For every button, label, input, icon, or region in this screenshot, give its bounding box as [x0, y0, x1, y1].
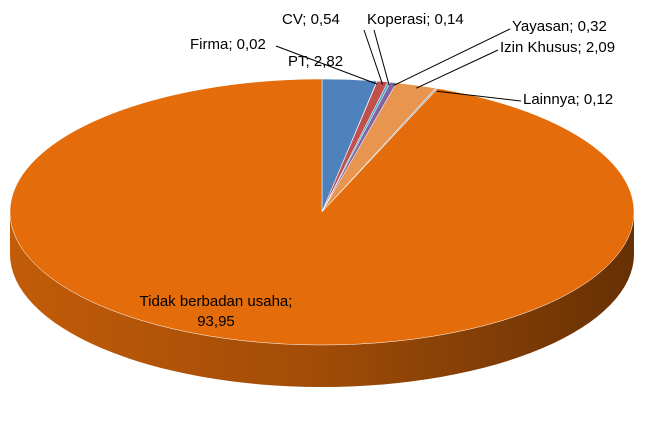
label-category: Lainnya [523, 91, 576, 108]
data-label: Izin Khusus; 2,09 [500, 38, 615, 58]
label-separator: ; [302, 11, 311, 28]
label-category: Koperasi [367, 11, 427, 28]
label-value: 0,32 [577, 18, 607, 35]
slice [9, 78, 635, 346]
leader-line [373, 29, 390, 86]
leader-line [436, 90, 522, 102]
label-value: 93,95 [197, 313, 235, 330]
data-label: CV; 0,54 [282, 10, 340, 30]
leader-line [393, 28, 511, 86]
label-category: CV [282, 11, 303, 28]
label-value: 0,02 [236, 36, 266, 53]
label-separator: ; [228, 36, 237, 53]
label-value: 0,54 [310, 11, 340, 28]
label-category: Yayasan [512, 18, 570, 35]
label-separator: ; [426, 11, 435, 28]
label-value: 0,12 [583, 91, 614, 108]
label-category: Firma [190, 36, 229, 53]
label-separator: ; [575, 91, 584, 108]
label-value: 2,09 [585, 39, 616, 56]
label-category: Izin Khusus [500, 39, 578, 56]
label-separator: ; [305, 53, 314, 70]
leader-line [363, 29, 384, 85]
label-value: 0,14 [434, 11, 464, 28]
slice-side-shade [10, 212, 634, 387]
label-separator: ; [577, 39, 586, 56]
label-separator: ; [569, 18, 578, 35]
data-label: Koperasi; 0,14 [367, 10, 464, 30]
label-category: PT [288, 53, 306, 70]
leader-line [275, 45, 378, 85]
data-label: Tidak berbadan usaha; 93,95 [131, 292, 301, 332]
label-category: Tidak berbadan usaha [139, 293, 289, 310]
label-separator: ; [288, 293, 293, 310]
data-label: Firma; 0,02 [190, 35, 266, 55]
label-value: 2,82 [313, 53, 344, 70]
data-label: Yayasan; 0,32 [512, 17, 607, 37]
leader-line [416, 49, 499, 89]
data-label: PT; 2,82 [288, 52, 343, 72]
data-label: Lainnya; 0,12 [523, 90, 613, 110]
